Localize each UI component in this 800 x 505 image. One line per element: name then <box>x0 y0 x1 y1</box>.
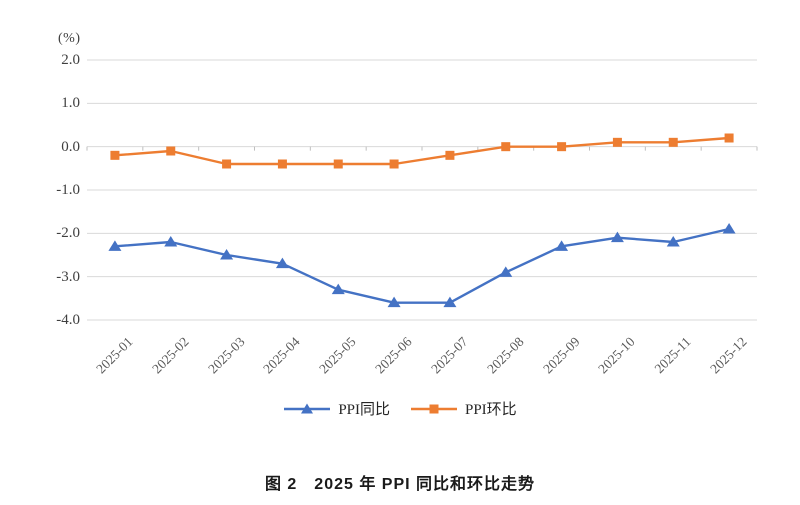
data-point-marker <box>277 159 287 169</box>
x-axis-label: 2025-04 <box>260 334 304 377</box>
legend-square-line-icon <box>411 404 457 413</box>
x-axis-label: 2025-03 <box>204 334 248 377</box>
chart-legend: PPI同比 PPI环比 <box>0 398 800 419</box>
data-point-marker <box>724 133 734 143</box>
y-axis-tick-label: -4.0 <box>56 311 80 328</box>
y-axis-tick-label: 0.0 <box>61 138 80 155</box>
x-axis-label: 2025-12 <box>707 334 750 377</box>
data-point-marker <box>612 137 622 147</box>
x-axis-label: 2025-11 <box>651 334 694 377</box>
data-point-marker <box>164 235 178 247</box>
x-axis-label: 2025-09 <box>539 334 583 377</box>
data-point-marker <box>555 240 569 251</box>
line-chart-plot-area <box>86 59 758 321</box>
legend-item: PPI环比 <box>410 398 517 419</box>
series-line-yoy <box>114 227 730 304</box>
y-axis-tick-label: -2.0 <box>56 225 80 242</box>
x-axis-label: 2025-06 <box>372 334 415 377</box>
data-point-marker <box>275 257 289 269</box>
y-axis-tick-label: -1.0 <box>56 181 80 198</box>
data-point-marker <box>668 137 678 147</box>
data-point-marker <box>499 266 513 277</box>
data-point-marker <box>666 235 680 247</box>
data-point-marker <box>110 150 120 160</box>
data-point-marker <box>333 159 343 169</box>
data-point-marker <box>557 142 567 152</box>
y-axis-tick-label: 2.0 <box>61 52 80 68</box>
data-point-marker <box>222 159 232 169</box>
legend-item: PPI同比 <box>283 398 390 419</box>
legend-triangle-line-icon <box>284 403 331 413</box>
figure-caption: 图 2 2025 年 PPI 同比和环比走势 <box>264 476 536 493</box>
data-point-marker <box>166 146 176 156</box>
y-axis-tick-label: 1.0 <box>61 95 80 112</box>
y-axis-unit-label: (%) <box>58 31 81 46</box>
x-axis-label: 2025-02 <box>148 334 192 377</box>
data-point-marker <box>501 142 511 152</box>
data-point-marker <box>610 231 624 243</box>
x-axis-label: 2025-08 <box>483 334 527 377</box>
data-point-marker <box>387 296 401 308</box>
data-point-marker <box>220 248 234 260</box>
data-point-marker <box>445 150 455 160</box>
series-line-mom <box>114 136 730 166</box>
legend-label: PPI环比 <box>465 402 517 418</box>
x-axis-label: 2025-05 <box>316 334 359 377</box>
legend-label: PPI同比 <box>338 402 390 418</box>
data-point-marker <box>722 222 736 234</box>
y-axis-tick-label: -3.0 <box>56 268 80 285</box>
data-point-marker <box>389 159 399 169</box>
x-axis-label: 2025-07 <box>428 334 471 377</box>
data-point-marker <box>108 240 122 251</box>
data-point-marker <box>331 283 345 295</box>
x-axis-label: 2025-01 <box>93 334 136 377</box>
data-point-marker <box>443 296 457 308</box>
x-axis-label: 2025-10 <box>595 334 639 377</box>
